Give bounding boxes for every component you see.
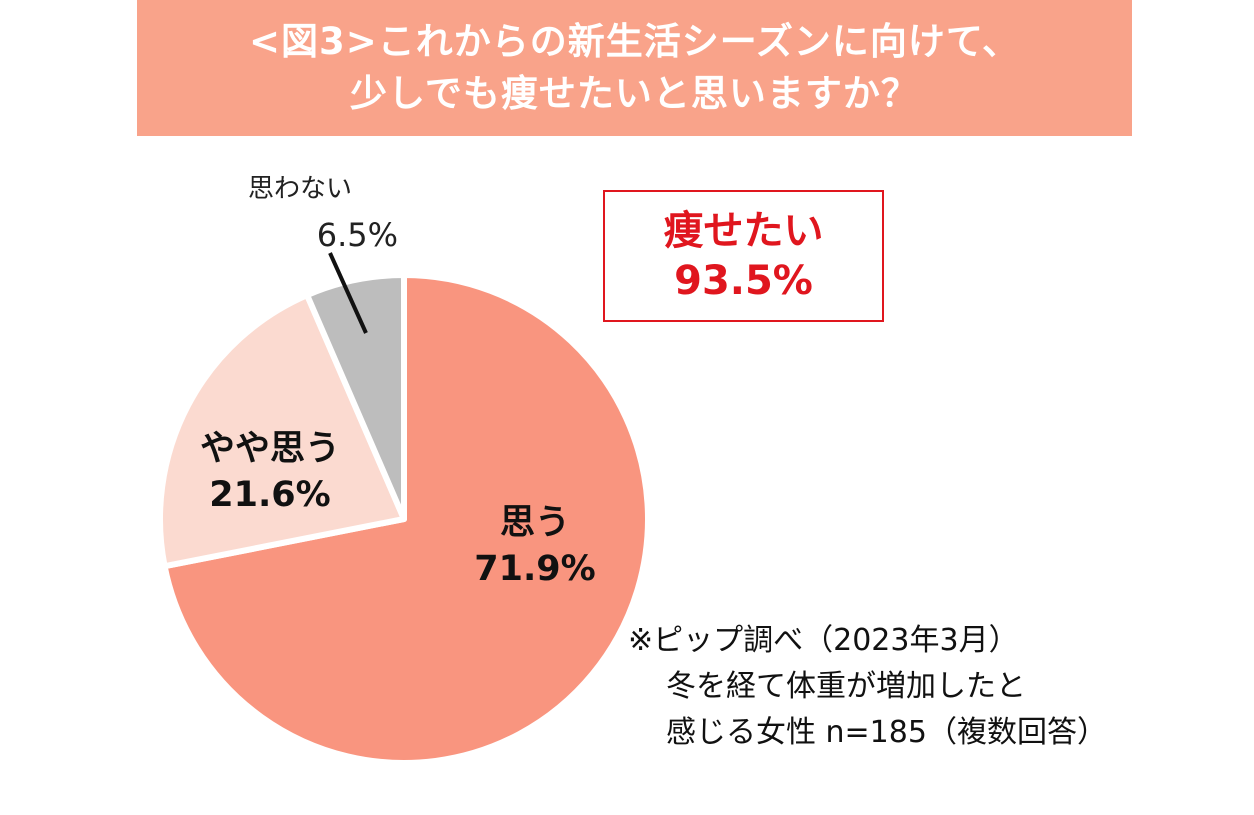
slice-name-omou: 思う <box>499 503 570 543</box>
slice-label-yaya-omou: やや思う 21.6% <box>180 426 360 518</box>
note-line-1: ※ピップ調べ（2023年3月） <box>628 623 1019 658</box>
title-line-2: 少しでも痩せたいと思いますか？ <box>350 72 919 115</box>
note-line-2: 冬を経て体重が増加したと <box>666 669 1026 704</box>
title-line-1: <図3>これからの新生活シーズンに向けて、 <box>248 20 1021 63</box>
leader-line-omowanai <box>328 252 368 334</box>
title-banner: <図3>これからの新生活シーズンに向けて、 少しでも痩せたいと思いますか？ <box>137 0 1132 136</box>
slice-name-omowanai: 思わない <box>248 174 353 204</box>
slice-value-omowanai: 6.5% <box>316 216 398 254</box>
slice-label-omou: 思う 71.9% <box>460 500 610 592</box>
callout-value: 93.5% <box>674 258 813 304</box>
slice-value-omou: 71.9% <box>474 549 596 589</box>
callout-box: 痩せたい 93.5% <box>603 190 884 322</box>
slice-name-yaya-omou: やや思う <box>199 429 340 469</box>
slice-omowanai <box>304 272 407 522</box>
slice-value-yaya-omou: 21.6% <box>209 475 331 515</box>
survey-note: ※ピップ調べ（2023年3月） 冬を経て体重が増加したと 感じる女性 n=185… <box>628 618 1107 756</box>
slice-yaya-omou <box>157 292 407 570</box>
callout-label: 痩せたい <box>663 208 824 254</box>
slice-label-omowanai: 思わない 6.5% <box>248 166 398 258</box>
note-line-3: 感じる女性 n=185（複数回答） <box>666 715 1107 750</box>
